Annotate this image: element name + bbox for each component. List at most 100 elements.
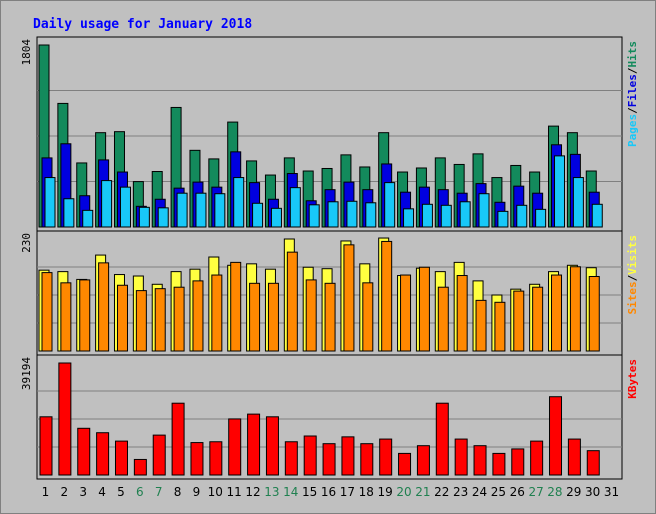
x-tick-label: 23 [453, 485, 468, 499]
x-tick-label: 26 [510, 485, 525, 499]
bar-sites-day-18 [362, 282, 374, 352]
bar-sites-day-10 [211, 274, 223, 352]
bar-sites-day-4 [98, 262, 110, 352]
bar-pages-day-8 [176, 192, 188, 228]
panel-max-label: 1804 [20, 39, 33, 66]
bar-kbytes-day-7 [152, 434, 166, 476]
x-tick-label: 14 [283, 485, 298, 499]
bar-pages-day-20 [403, 208, 415, 228]
bar-kbytes-day-18 [360, 443, 374, 476]
panel-legend: Sites/Visits [626, 235, 639, 315]
panel-visits: 230 Sites/Visits [20, 230, 639, 356]
bar-kbytes-day-22 [435, 402, 449, 476]
x-tick-label: 31 [604, 485, 619, 499]
bar-kbytes-day-27 [530, 440, 544, 476]
bar-pages-day-24 [478, 193, 490, 228]
x-tick-label: 25 [491, 485, 506, 499]
legend-item: KBytes [626, 359, 639, 399]
chart-title: Daily usage for January 2018 [33, 17, 252, 32]
bar-kbytes-day-9 [190, 442, 204, 476]
panel-legend: KBytes [626, 359, 639, 399]
bar-kbytes-day-23 [454, 438, 468, 476]
bar-pages-day-1 [44, 177, 56, 228]
x-tick-label: 9 [193, 485, 201, 499]
bar-pages-day-10 [214, 193, 226, 228]
bar-pages-day-15 [308, 204, 320, 228]
x-tick-label: 5 [117, 485, 125, 499]
bar-kbytes-day-28 [549, 396, 563, 476]
x-tick-label: 3 [79, 485, 87, 499]
x-tick-label: 16 [321, 485, 336, 499]
bar-kbytes-day-30 [586, 450, 600, 476]
bar-pages-day-23 [459, 201, 471, 228]
series-pages [44, 155, 603, 228]
x-tick-label: 12 [245, 485, 260, 499]
panel-kbytes: 39194 KBytes [20, 354, 639, 480]
x-tick-label: 8 [174, 485, 182, 499]
bar-kbytes-day-29 [567, 438, 581, 476]
bar-sites-day-28 [551, 274, 563, 352]
bar-kbytes-day-10 [209, 441, 223, 476]
bar-pages-day-21 [421, 203, 433, 228]
x-tick-label: 20 [396, 485, 411, 499]
legend-item: / [626, 67, 639, 74]
bar-sites-day-13 [267, 282, 279, 352]
x-tick-label: 24 [472, 485, 487, 499]
x-tick-label: 11 [227, 485, 242, 499]
bar-kbytes-day-12 [247, 413, 261, 476]
bar-pages-day-13 [270, 207, 282, 228]
bar-sites-day-29 [569, 266, 581, 352]
series-sites [41, 240, 600, 352]
x-tick-label: 17 [340, 485, 355, 499]
bar-sites-day-19 [381, 240, 393, 352]
bar-pages-day-27 [535, 208, 547, 228]
bar-sites-day-22 [437, 286, 449, 352]
bar-kbytes-day-21 [416, 445, 430, 476]
bar-pages-day-22 [440, 204, 452, 228]
legend-item: Sites [626, 281, 639, 314]
bar-kbytes-day-14 [284, 441, 298, 476]
bar-kbytes-day-3 [77, 427, 91, 476]
legend-item: Pages [626, 114, 639, 147]
x-tick-label: 22 [434, 485, 449, 499]
bar-kbytes-day-24 [473, 445, 487, 476]
bar-sites-day-2 [60, 282, 72, 352]
bar-kbytes-day-6 [133, 458, 147, 476]
bar-pages-day-2 [63, 198, 75, 228]
x-tick-label: 18 [359, 485, 374, 499]
bar-kbytes-day-13 [265, 416, 279, 476]
legend-item: / [626, 107, 639, 114]
x-tick-label: 4 [98, 485, 106, 499]
bar-sites-day-5 [116, 284, 128, 352]
x-axis-labels: 1 2 3 4 5 6 7 8 9 10 11 12 13 14 15 16 17 18 19 20 21 22 23 24 2… [42, 485, 620, 499]
bar-kbytes-day-5 [114, 440, 128, 476]
bar-pages-day-16 [327, 201, 339, 228]
series-kbytes [39, 362, 600, 476]
bar-kbytes-day-16 [322, 443, 336, 476]
bar-pages-day-17 [346, 200, 358, 228]
x-tick-label: 10 [208, 485, 223, 499]
bar-pages-day-29 [572, 177, 584, 228]
x-tick-label: 7 [155, 485, 163, 499]
bar-sites-day-23 [456, 275, 468, 352]
bar-sites-day-16 [324, 282, 336, 352]
x-tick-label: 13 [264, 485, 279, 499]
bar-sites-day-8 [173, 286, 185, 352]
bar-sites-day-14 [286, 251, 298, 352]
bar-sites-day-21 [418, 266, 430, 352]
bar-kbytes-day-1 [39, 416, 53, 476]
bar-kbytes-day-15 [303, 435, 317, 476]
bar-pages-day-3 [82, 209, 94, 228]
bar-sites-day-3 [79, 279, 91, 352]
bar-kbytes-day-11 [228, 418, 242, 476]
bar-sites-day-24 [475, 299, 487, 352]
bar-kbytes-day-8 [171, 402, 185, 476]
x-tick-label: 27 [528, 485, 543, 499]
bar-sites-day-27 [532, 286, 544, 352]
bar-sites-day-11 [230, 261, 242, 352]
bar-pages-day-6 [138, 206, 150, 228]
x-tick-label: 6 [136, 485, 144, 499]
x-tick-label: 21 [415, 485, 430, 499]
x-tick-label: 29 [566, 485, 581, 499]
